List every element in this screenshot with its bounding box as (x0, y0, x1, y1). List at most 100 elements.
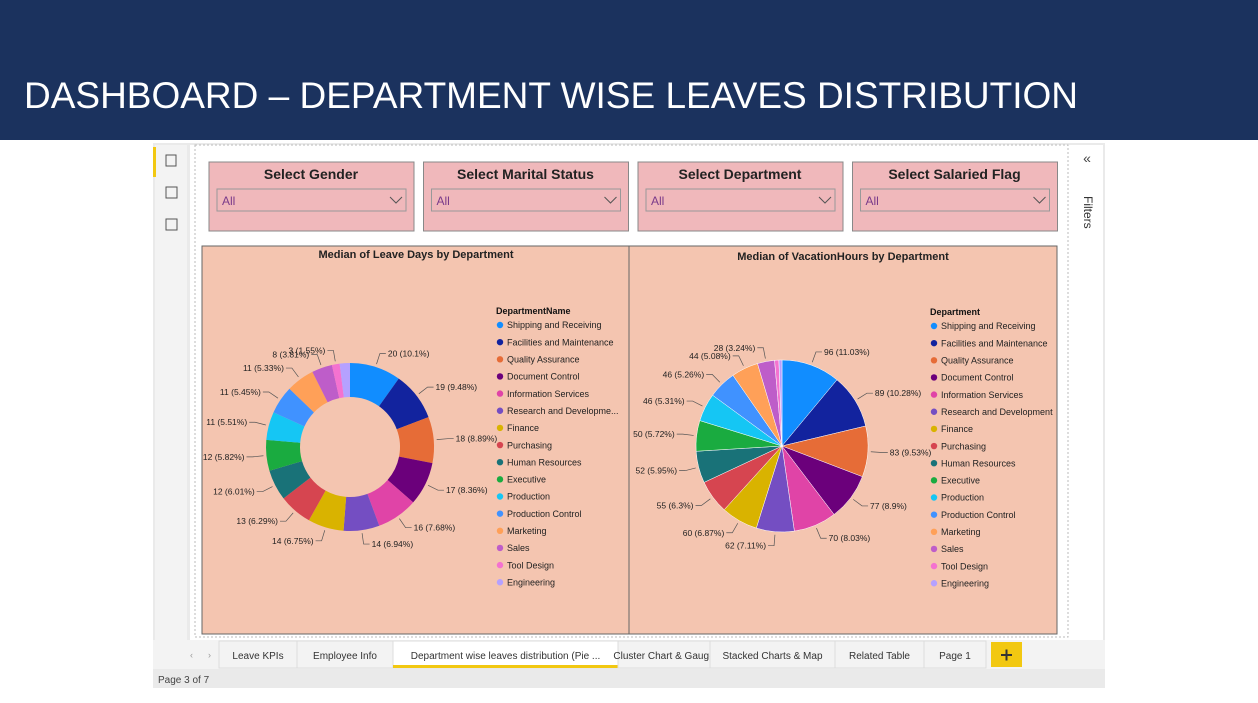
legend-marker[interactable] (930, 408, 938, 415)
legend-label[interactable]: Finance (507, 423, 539, 433)
legend-label[interactable]: Sales (507, 543, 530, 553)
legend-label[interactable]: Information Services (941, 390, 1024, 400)
tab[interactable] (392, 640, 619, 669)
slicer-dropdown[interactable] (216, 188, 407, 212)
legend-label[interactable]: Engineering (941, 578, 989, 588)
tab-label[interactable]: Employee Info (313, 651, 377, 662)
slice[interactable] (283, 477, 326, 521)
legend-label[interactable]: Sales (941, 544, 964, 554)
tab[interactable] (296, 640, 394, 669)
legend-label[interactable]: Engineering (507, 577, 555, 587)
slice[interactable] (343, 493, 380, 531)
slicer-dropdown[interactable] (645, 188, 836, 212)
tab-label[interactable]: Page 1 (939, 651, 971, 662)
legend-label[interactable]: Finance (941, 424, 973, 434)
tab-label[interactable]: Stacked Charts & Map (722, 651, 822, 662)
legend-label[interactable]: Tool Design (941, 561, 988, 571)
legend-label[interactable]: Purchasing (507, 440, 552, 450)
tab-scroll[interactable]: › (208, 650, 211, 660)
legend-marker[interactable] (930, 322, 938, 330)
tab-label[interactable]: Department wise leaves distribution (Pie… (411, 651, 601, 662)
legend-label[interactable]: Research and Development (941, 407, 1053, 417)
slice[interactable] (289, 371, 328, 413)
legend-marker[interactable] (496, 321, 504, 329)
legend-marker[interactable] (930, 374, 938, 381)
tab-label[interactable]: Cluster Chart & Gauge (613, 651, 715, 662)
slice[interactable] (396, 417, 434, 464)
report-icon[interactable] (165, 154, 177, 167)
filters-label[interactable]: Filters (1081, 196, 1095, 229)
legend-marker[interactable] (930, 425, 938, 433)
legend-label[interactable]: Production (941, 493, 984, 503)
data-icon[interactable] (165, 186, 178, 199)
slice[interactable] (367, 479, 414, 526)
tab[interactable] (834, 640, 925, 669)
legend-marker[interactable] (496, 407, 504, 414)
filters-pane[interactable] (1074, 145, 1103, 640)
legend-label[interactable]: Executive (941, 476, 980, 486)
legend-label[interactable]: Human Resources (507, 457, 582, 467)
legend-marker[interactable] (930, 391, 938, 398)
legend-label[interactable]: Facilities and Maintenance (941, 338, 1048, 348)
legend-label[interactable]: Purchasing (941, 441, 986, 451)
legend-label[interactable]: Tool Design (507, 560, 554, 570)
legend-marker[interactable] (496, 356, 504, 363)
legend-label[interactable]: Research and Developme... (507, 406, 619, 416)
legend-label[interactable]: Document Control (507, 372, 580, 382)
slice[interactable] (331, 363, 344, 399)
tab-label[interactable]: Leave KPIs (232, 651, 283, 662)
slice[interactable] (269, 461, 311, 499)
legend-marker[interactable] (496, 338, 504, 346)
legend-marker[interactable] (496, 459, 504, 466)
slice[interactable] (266, 412, 305, 443)
legend-marker[interactable] (496, 544, 504, 552)
legend-marker[interactable] (930, 528, 938, 535)
legend-label[interactable]: Human Resources (941, 458, 1016, 468)
legend-label[interactable]: Marketing (507, 526, 547, 536)
legend-label[interactable]: Facilities and Maintenance (507, 337, 614, 347)
slice[interactable] (308, 490, 347, 531)
slice[interactable] (266, 439, 303, 471)
slice[interactable] (273, 388, 314, 427)
tab-label[interactable]: Related Table (849, 651, 910, 662)
legend-marker[interactable] (496, 527, 504, 534)
slice[interactable] (350, 363, 399, 407)
legend-marker[interactable] (496, 373, 504, 380)
legend-label[interactable]: Information Services (507, 389, 590, 399)
legend-marker[interactable] (930, 511, 938, 518)
legend-label[interactable]: Production Control (507, 509, 582, 519)
legend-marker[interactable] (930, 442, 938, 450)
legend-label[interactable]: Marketing (941, 527, 981, 537)
legend-label[interactable]: Quality Assurance (507, 355, 580, 365)
legend-marker[interactable] (496, 424, 504, 432)
tab[interactable] (923, 640, 987, 669)
legend-marker[interactable] (496, 561, 504, 569)
legend-label[interactable]: Shipping and Receiving (507, 320, 602, 330)
slice[interactable] (339, 363, 350, 398)
legend-label[interactable]: Shipping and Receiving (941, 321, 1036, 331)
legend-marker[interactable] (930, 562, 938, 570)
slice[interactable] (387, 456, 433, 503)
slice[interactable] (379, 378, 429, 430)
legend-marker[interactable] (930, 357, 938, 364)
legend-marker[interactable] (496, 510, 504, 517)
legend-marker[interactable] (930, 460, 938, 467)
legend-marker[interactable] (930, 494, 938, 501)
legend-label[interactable]: Quality Assurance (941, 356, 1014, 366)
tab[interactable] (218, 640, 298, 669)
legend-marker[interactable] (496, 441, 504, 449)
model-icon[interactable] (165, 218, 178, 231)
legend-label[interactable]: Production Control (941, 510, 1016, 520)
tab[interactable] (617, 640, 711, 669)
slice[interactable] (312, 364, 340, 403)
legend-marker[interactable] (930, 545, 938, 553)
legend-label[interactable]: Document Control (941, 373, 1014, 383)
legend-marker[interactable] (930, 477, 938, 484)
legend-label[interactable]: Production (507, 492, 550, 502)
slicer-dropdown[interactable] (860, 188, 1050, 212)
legend-marker[interactable] (496, 579, 504, 586)
collapse-icon[interactable]: « (1083, 150, 1091, 166)
legend-marker[interactable] (930, 339, 938, 347)
legend-marker[interactable] (930, 580, 938, 587)
slice[interactable] (778, 359, 783, 447)
